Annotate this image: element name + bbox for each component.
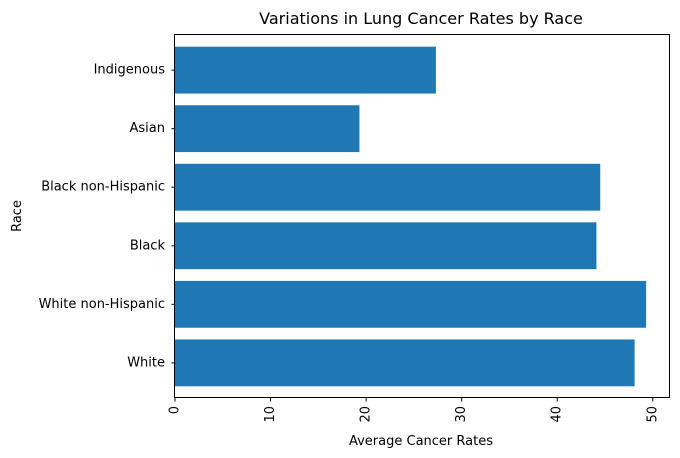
plot-frame (174, 34, 670, 398)
y-tick-label-black: Black (130, 238, 166, 253)
y-tick-label-black-non-hispanic: Black non-Hispanic (41, 180, 165, 195)
x-tick-label-30: 30 (454, 406, 469, 423)
bar-white-non-hispanic (175, 280, 647, 328)
y-axis-label: Race (10, 200, 25, 232)
chart-title: Variations in Lung Cancer Rates by Race (259, 9, 583, 28)
bar-black (175, 222, 597, 270)
bar-indigenous (175, 46, 436, 94)
x-tick-label-40: 40 (550, 406, 565, 423)
x-axis-label: Average Cancer Rates (349, 434, 493, 449)
x-tick-label-0: 0 (168, 406, 183, 414)
bars (175, 46, 647, 387)
x-axis: 0 10 20 30 40 50 (168, 398, 660, 423)
x-tick-label-20: 20 (359, 406, 374, 423)
y-axis: White White non-Hispanic Black Black non-Hi… (39, 63, 175, 370)
y-tick-label-white: White (127, 355, 165, 370)
bar-asian (175, 105, 360, 153)
x-tick-label-10: 10 (263, 406, 278, 423)
x-tick-label-50: 50 (645, 406, 660, 423)
bar-white (175, 339, 635, 387)
bar-black-non-hispanic (175, 163, 601, 211)
y-tick-label-white-non-hispanic: White non-Hispanic (39, 297, 165, 312)
y-tick-label-asian: Asian (130, 121, 165, 136)
y-tick-label-indigenous: Indigenous (94, 63, 166, 78)
